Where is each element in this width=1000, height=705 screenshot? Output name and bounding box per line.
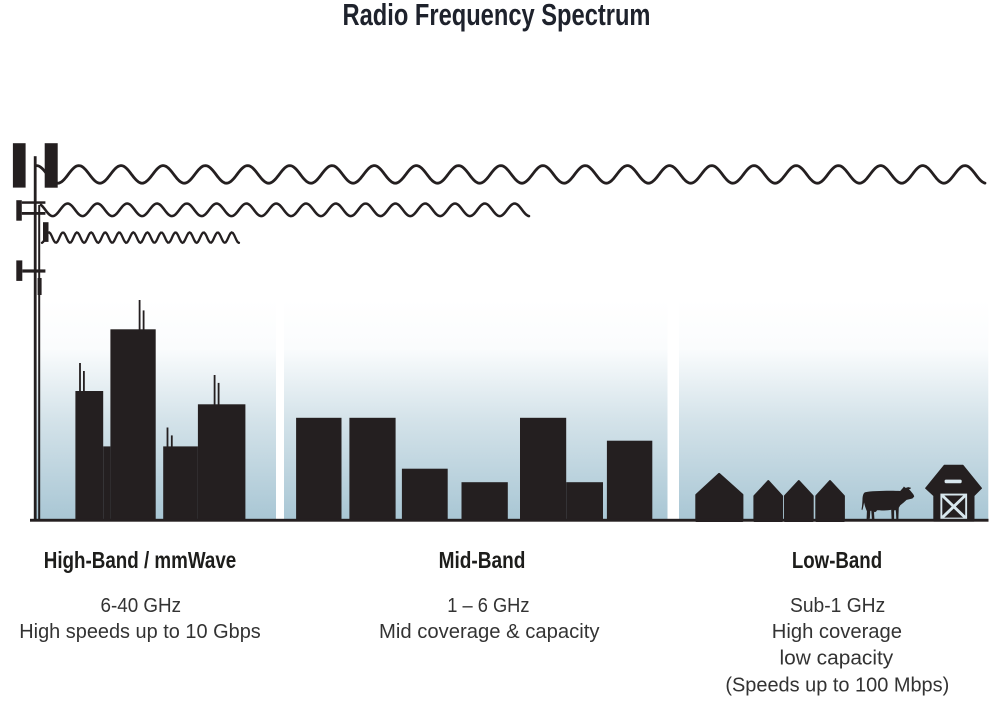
svg-text:High coverage: High coverage xyxy=(772,621,902,643)
svg-text:Sub-1 GHz: Sub-1 GHz xyxy=(790,595,885,617)
svg-text:1 – 6 GHz: 1 – 6 GHz xyxy=(447,595,529,617)
svg-text:Mid coverage & capacity: Mid coverage & capacity xyxy=(379,621,600,643)
svg-text:Low-Band: Low-Band xyxy=(792,547,882,573)
svg-text:Mid-Band: Mid-Band xyxy=(439,547,526,573)
svg-text:(Speeds up to 100 Mbps): (Speeds up to 100 Mbps) xyxy=(725,674,949,696)
svg-text:6-40 GHz: 6-40 GHz xyxy=(101,595,182,617)
svg-text:High speeds up to 10 Gbps: High speeds up to 10 Gbps xyxy=(19,621,261,643)
svg-text:low capacity: low capacity xyxy=(780,648,894,670)
svg-text:Radio Frequency Spectrum: Radio Frequency Spectrum xyxy=(343,0,651,32)
svg-text:High-Band / mmWave: High-Band / mmWave xyxy=(44,547,237,573)
